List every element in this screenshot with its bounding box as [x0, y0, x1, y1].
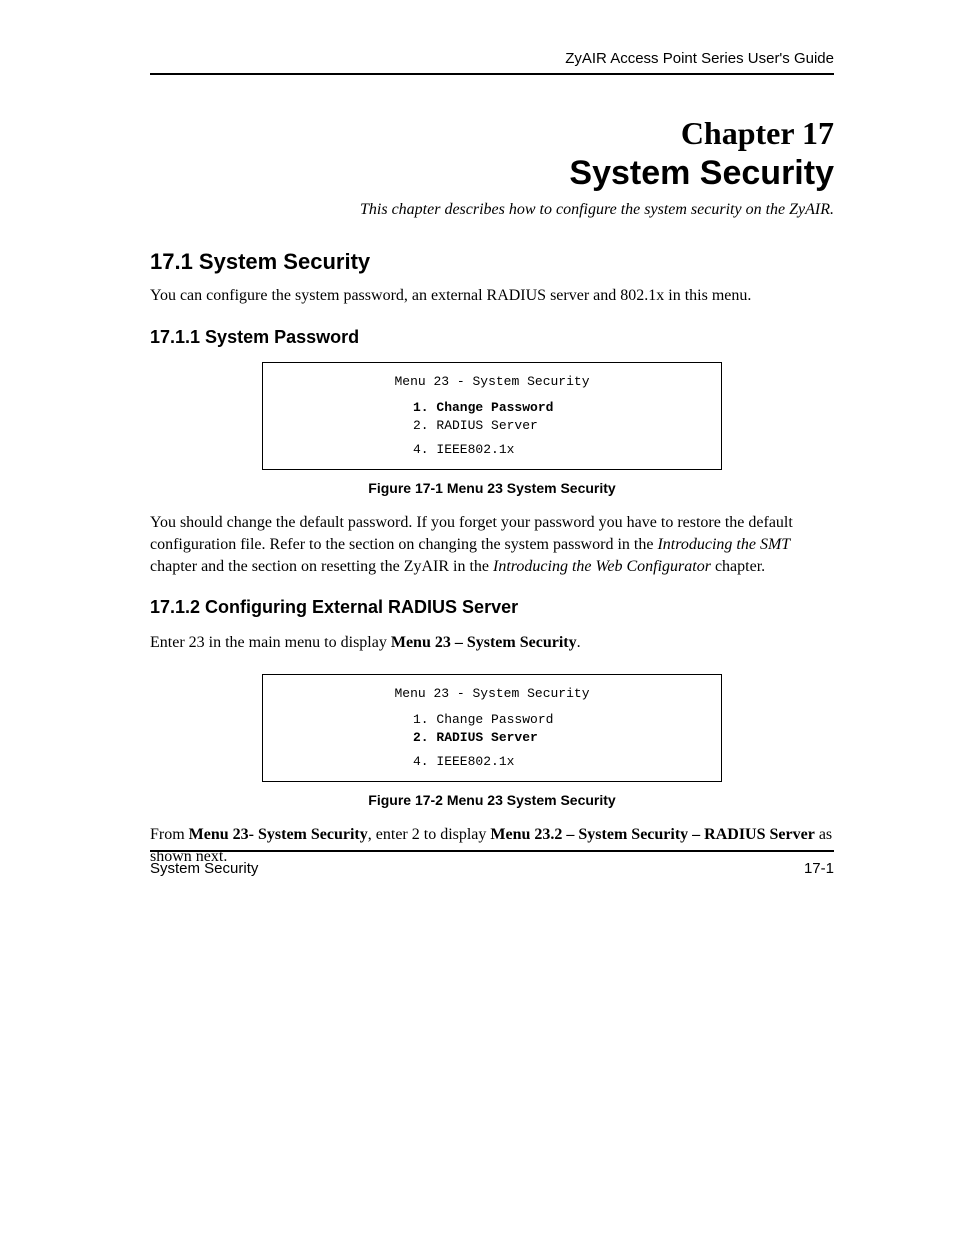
- bold-text: Menu 23- System Security: [189, 826, 368, 843]
- chapter-title: System Security: [150, 154, 834, 193]
- text-run: chapter.: [711, 558, 765, 575]
- menu-box-2: Menu 23 - System Security 1. Change Pass…: [262, 674, 722, 783]
- section-17-1-1-heading: 17.1.1 System Password: [150, 327, 834, 348]
- document-page: ZyAIR Access Point Series User's Guide C…: [0, 0, 954, 868]
- text-run: .: [577, 634, 581, 651]
- italic-text: Introducing the Web Configurator: [493, 558, 711, 575]
- menu-box-1-items: 1. Change Password 2. RADIUS Server 4. I…: [283, 399, 701, 460]
- menu-item: 2. RADIUS Server: [413, 417, 701, 435]
- section-17-1-heading: 17.1 System Security: [150, 249, 834, 275]
- footer-right: 17-1: [804, 860, 834, 877]
- menu-box-1: Menu 23 - System Security 1. Change Pass…: [262, 362, 722, 471]
- page-footer: System Security 17-1: [150, 850, 834, 877]
- chapter-number: Chapter 17: [150, 115, 834, 152]
- guide-title: ZyAIR Access Point Series User's Guide: [565, 50, 834, 67]
- section-17-1-1-paragraph: You should change the default password. …: [150, 512, 834, 577]
- chapter-heading-block: Chapter 17 System Security: [150, 115, 834, 193]
- menu-box-2-items: 1. Change Password 2. RADIUS Server 4. I…: [283, 711, 701, 772]
- bold-text: Menu 23.2 – System Security – RADIUS Ser…: [490, 826, 814, 843]
- menu-item: 1. Change Password: [413, 711, 701, 729]
- section-17-1-2-paragraph-1: Enter 23 in the main menu to display Men…: [150, 632, 834, 654]
- section-17-1-2-heading: 17.1.2 Configuring External RADIUS Serve…: [150, 597, 834, 618]
- menu-item: 4. IEEE802.1x: [413, 441, 701, 459]
- footer-left: System Security: [150, 860, 258, 877]
- menu-item: 4. IEEE802.1x: [413, 753, 701, 771]
- bold-text: Menu 23 – System Security: [391, 634, 577, 651]
- text-run: chapter and the section on resetting the…: [150, 558, 493, 575]
- chapter-intro: This chapter describes how to configure …: [150, 201, 834, 219]
- figure-17-1-caption: Figure 17-1 Menu 23 System Security: [150, 480, 834, 496]
- menu-item: 1. Change Password: [413, 399, 701, 417]
- italic-text: Introducing the SMT: [657, 536, 790, 553]
- text-run: , enter 2 to display: [368, 826, 491, 843]
- page-header: ZyAIR Access Point Series User's Guide: [150, 50, 834, 75]
- menu-box-2-title: Menu 23 - System Security: [283, 685, 701, 703]
- menu-item: 2. RADIUS Server: [413, 729, 701, 747]
- text-run: From: [150, 826, 189, 843]
- menu-box-1-title: Menu 23 - System Security: [283, 373, 701, 391]
- figure-17-2-caption: Figure 17-2 Menu 23 System Security: [150, 792, 834, 808]
- text-run: Enter 23 in the main menu to display: [150, 634, 391, 651]
- section-17-1-paragraph: You can configure the system password, a…: [150, 285, 834, 307]
